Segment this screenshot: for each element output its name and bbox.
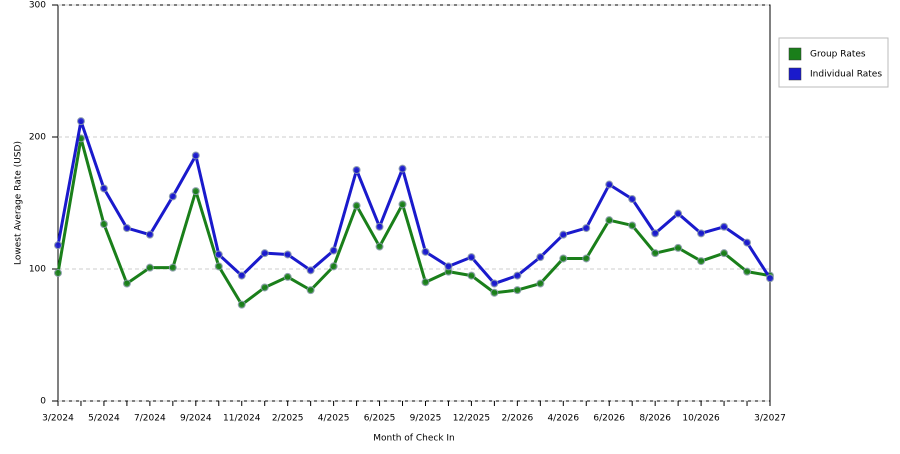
point: [145, 230, 154, 239]
point: [54, 268, 62, 277]
point: [743, 267, 752, 276]
x-tick-label: 9/2025: [410, 414, 442, 424]
series-line: [56, 136, 771, 307]
legend-label: Group Rates: [810, 50, 866, 60]
y-tick-label: 300: [29, 1, 46, 11]
point: [306, 286, 315, 295]
point: [490, 279, 499, 288]
point: [214, 262, 223, 271]
series-line: [56, 119, 772, 286]
point: [237, 271, 246, 280]
point: [674, 209, 683, 218]
point: [398, 164, 407, 173]
point: [352, 166, 361, 174]
plot-frame: [57, 4, 771, 402]
point: [168, 192, 177, 201]
point: [536, 279, 545, 288]
point: [582, 224, 591, 233]
point: [536, 253, 545, 262]
x-tick-label: 10/2026: [682, 414, 720, 424]
x-tick-label: 7/2024: [134, 414, 166, 424]
point: [605, 216, 614, 225]
point: [513, 271, 522, 280]
point: [214, 250, 223, 259]
point: [306, 266, 315, 275]
point: [283, 272, 292, 281]
x-axis-label: Month of Check In: [373, 434, 455, 444]
x-tick-label: 4/2026: [547, 414, 579, 424]
point: [191, 187, 200, 196]
point: [421, 278, 430, 287]
point: [329, 262, 338, 271]
point: [329, 246, 338, 255]
point: [375, 242, 384, 251]
point: [191, 151, 200, 160]
point: [720, 249, 729, 258]
legend-swatch: [788, 67, 802, 81]
x-tick-label: 3/2027: [754, 414, 786, 424]
point: [628, 195, 637, 204]
point: [582, 254, 591, 263]
x-tick-label: 11/2024: [223, 414, 261, 424]
point: [99, 220, 108, 229]
point: [513, 286, 522, 295]
point: [99, 184, 108, 193]
x-tick-label: 6/2026: [593, 414, 625, 424]
point: [122, 279, 131, 288]
y-axis-label: Lowest Average Rate (USD): [14, 141, 24, 265]
point: [697, 229, 706, 238]
point: [559, 254, 568, 263]
point: [283, 250, 292, 259]
point: [444, 262, 453, 271]
point: [145, 263, 154, 272]
point: [674, 243, 683, 252]
point: [260, 249, 269, 258]
point: [54, 241, 62, 250]
point: [237, 300, 246, 309]
point: [720, 222, 729, 231]
x-tick-label: 3/2024: [42, 414, 74, 424]
point: [651, 249, 660, 258]
legend-label: Individual Rates: [810, 70, 882, 80]
point: [467, 271, 476, 280]
point: [76, 117, 85, 126]
point: [467, 253, 476, 262]
point: [122, 224, 131, 233]
point: [766, 274, 774, 283]
x-tick-label: 2/2026: [502, 414, 534, 424]
y-tick-label: 0: [40, 397, 46, 407]
x-tick-label: 6/2025: [364, 414, 396, 424]
point: [260, 283, 269, 292]
point: [743, 238, 752, 247]
x-tick-label: 2/2025: [272, 414, 304, 424]
point: [168, 263, 177, 272]
point: [697, 257, 706, 266]
x-tick-label: 5/2024: [88, 414, 120, 424]
point: [605, 180, 614, 189]
point: [398, 200, 407, 209]
x-tick-label: 12/2025: [453, 414, 490, 424]
point: [375, 222, 384, 231]
point: [651, 229, 660, 238]
y-tick-label: 100: [29, 265, 46, 275]
point: [559, 230, 568, 239]
point: [490, 288, 499, 297]
point: [352, 201, 361, 210]
x-tick-label: 4/2025: [318, 414, 350, 424]
point: [628, 221, 637, 230]
x-tick-label: 9/2024: [180, 414, 212, 424]
x-tick-label: 8/2026: [639, 414, 671, 424]
point: [421, 247, 430, 256]
y-tick-label: 200: [29, 133, 46, 143]
legend-swatch: [788, 47, 802, 61]
